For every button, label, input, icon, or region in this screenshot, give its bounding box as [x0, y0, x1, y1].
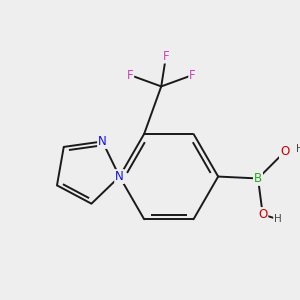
Text: N: N — [98, 135, 107, 148]
Text: B: B — [254, 172, 262, 185]
Text: O: O — [280, 146, 289, 158]
Text: H: H — [274, 214, 282, 224]
Text: F: F — [163, 50, 169, 63]
Text: O: O — [258, 208, 267, 221]
Text: H: H — [296, 144, 300, 154]
Text: N: N — [115, 170, 124, 183]
Text: F: F — [189, 68, 196, 82]
Text: F: F — [127, 68, 133, 82]
